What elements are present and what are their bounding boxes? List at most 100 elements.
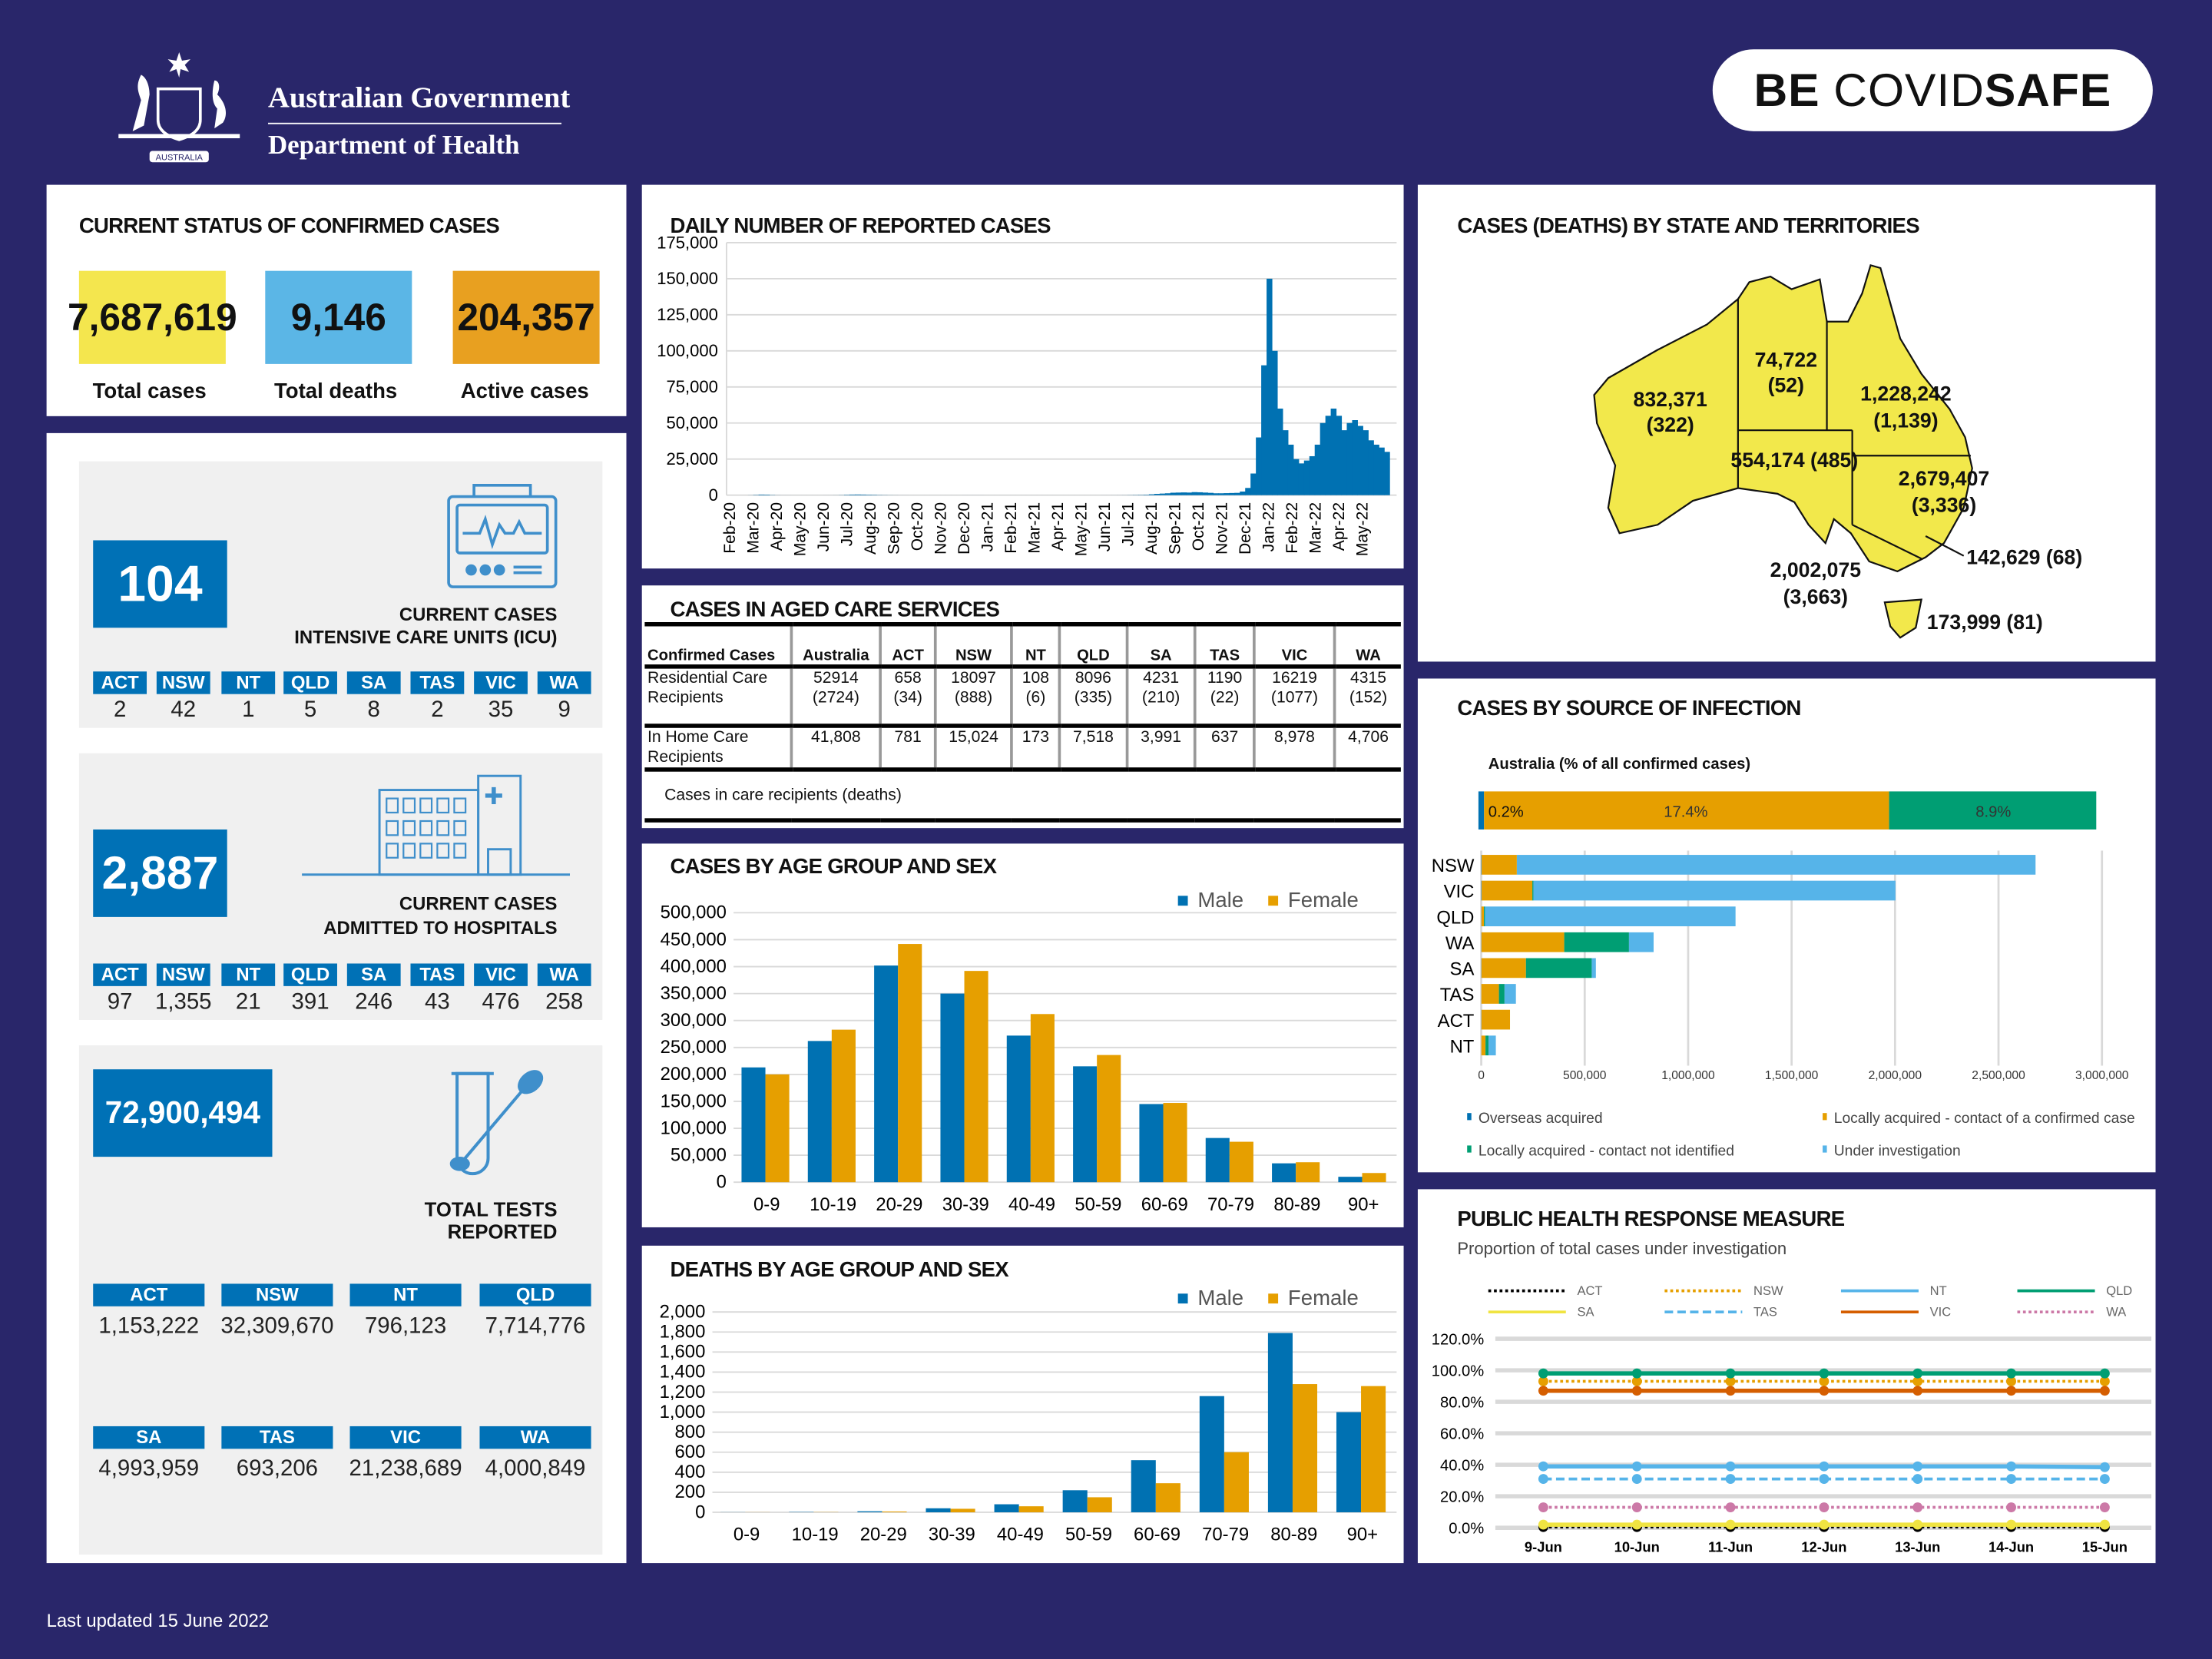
y-tick-label: 600 bbox=[675, 1442, 706, 1462]
y-tick-label: VIC bbox=[1444, 882, 1475, 902]
bar-female bbox=[1155, 1483, 1181, 1512]
bar bbox=[1357, 426, 1363, 495]
capacity-panel: 104 CURRENT CASES INTENSIVE CARE UNITS (… bbox=[46, 432, 627, 1564]
table-cell: 41,808 bbox=[790, 726, 881, 772]
bar bbox=[1245, 488, 1251, 495]
state-tag-vic: VIC bbox=[349, 1426, 462, 1449]
state-value-sa: 8 bbox=[367, 698, 380, 723]
bar bbox=[1154, 494, 1161, 495]
x-tick-label: Dec-21 bbox=[1237, 502, 1254, 555]
legend-swatch bbox=[1177, 896, 1188, 906]
state-value-vic: 21,238,689 bbox=[349, 1457, 462, 1482]
x-tick-label: Jun-20 bbox=[815, 502, 833, 552]
bar bbox=[1234, 492, 1240, 495]
state-tag-act: ACT bbox=[93, 1283, 205, 1306]
logo-divider bbox=[267, 122, 562, 124]
x-tick-label: Sep-21 bbox=[1166, 502, 1184, 555]
data-point bbox=[2006, 1461, 2017, 1472]
age-deaths-chart: 02004006008001,0001,2001,4001,6001,8002,… bbox=[660, 1286, 1397, 1545]
map-label-vic-cases: 2,002,075 bbox=[1770, 558, 1862, 581]
panel-title: CURRENT STATUS OF CONFIRMED CASES bbox=[78, 214, 500, 239]
australia-label: 8.9% bbox=[1975, 803, 2011, 820]
state-value-nt: 1 bbox=[242, 698, 255, 723]
x-tick-label: Mar-21 bbox=[1025, 502, 1043, 554]
x-tick-label: May-21 bbox=[1072, 502, 1090, 556]
bar bbox=[1287, 444, 1294, 495]
table-cell: 16219 (1077) bbox=[1253, 666, 1335, 728]
y-tick-label: 1,000 bbox=[660, 1402, 706, 1422]
map-label-qld-deaths: (1,139) bbox=[1873, 409, 1938, 432]
state-value-wa: 4,000,849 bbox=[485, 1457, 586, 1482]
icu-label-line2: INTENSIVE CARE UNITS (ICU) bbox=[294, 626, 558, 648]
y-tick-label: 0 bbox=[717, 1172, 727, 1193]
state-tag-act: ACT bbox=[93, 671, 147, 694]
hospital-label-line1: CURRENT CASES bbox=[399, 892, 558, 915]
bar bbox=[1207, 492, 1214, 495]
data-point bbox=[1538, 1474, 1548, 1485]
bar-female bbox=[1292, 1384, 1318, 1512]
x-tick-label: 2,000,000 bbox=[1869, 1069, 1922, 1082]
state-tag-sa: SA bbox=[346, 671, 401, 694]
table-cell: 4315 (152) bbox=[1333, 666, 1401, 728]
data-point bbox=[2099, 1474, 2110, 1485]
government-logo: AUSTRALIA Australian Government Departme… bbox=[101, 49, 570, 171]
state-value-nsw: 42 bbox=[171, 698, 197, 723]
bar-segment bbox=[1488, 1035, 1496, 1056]
data-point bbox=[1725, 1376, 1736, 1386]
legend-label: WA bbox=[2106, 1305, 2126, 1320]
x-tick-label: 30-39 bbox=[942, 1194, 989, 1215]
bar-segment bbox=[1481, 984, 1499, 1004]
bar bbox=[1170, 492, 1177, 495]
bar bbox=[1336, 416, 1343, 495]
icu-value: 104 bbox=[93, 540, 227, 628]
bar-female bbox=[1030, 1014, 1055, 1183]
bar-male bbox=[807, 1041, 832, 1183]
data-point bbox=[2006, 1519, 2017, 1530]
state-value-tas: 2 bbox=[431, 698, 444, 723]
total-cases-label: Total cases bbox=[92, 379, 207, 404]
bar bbox=[1293, 459, 1300, 495]
bar bbox=[1320, 422, 1326, 495]
bar-segment bbox=[1504, 984, 1516, 1004]
data-point bbox=[2006, 1502, 2017, 1512]
border-qld-nsw bbox=[1851, 430, 1971, 457]
y-tick-label: 75,000 bbox=[667, 377, 718, 396]
bar-female bbox=[1362, 1173, 1386, 1183]
bar bbox=[1229, 492, 1235, 495]
bar-segment bbox=[1564, 932, 1629, 952]
map-label-nt-deaths: (52) bbox=[1768, 374, 1804, 397]
state-value-sa: 246 bbox=[355, 990, 393, 1015]
bar bbox=[1384, 452, 1390, 495]
table-cell: 4,706 bbox=[1333, 726, 1401, 772]
map-label-nsw-deaths: (3,336) bbox=[1912, 494, 1976, 517]
legend-label: QLD bbox=[2106, 1283, 2132, 1298]
bar-segment bbox=[1481, 1035, 1486, 1056]
bar-segment bbox=[1498, 984, 1505, 1004]
x-tick-label: Nov-21 bbox=[1214, 502, 1231, 555]
bar-male bbox=[1006, 1035, 1031, 1183]
legend-label: Under investigation bbox=[1834, 1143, 1961, 1159]
column-header: VIC bbox=[1253, 622, 1335, 669]
data-point bbox=[1819, 1376, 1830, 1386]
bar-segment bbox=[1484, 906, 1485, 927]
state-value-nsw: 32,309,670 bbox=[220, 1314, 334, 1339]
y-tick-label: 1,400 bbox=[660, 1362, 706, 1382]
data-point bbox=[1819, 1368, 1830, 1379]
data-point bbox=[1912, 1502, 1923, 1512]
state-tag-tas: TAS bbox=[410, 963, 465, 986]
table-cell: 1190 (22) bbox=[1193, 666, 1255, 728]
y-tick-label: 80.0% bbox=[1440, 1394, 1484, 1411]
bar-female bbox=[898, 944, 922, 1183]
state-tag-sa: SA bbox=[346, 963, 401, 986]
bar-female bbox=[950, 1508, 975, 1512]
x-tick-label: 0-9 bbox=[753, 1194, 780, 1215]
bar-female bbox=[1018, 1506, 1044, 1512]
column-header: ACT bbox=[879, 622, 935, 669]
y-tick-label: 100,000 bbox=[657, 341, 718, 360]
data-point bbox=[2099, 1502, 2110, 1512]
x-tick-label: 10-19 bbox=[792, 1525, 839, 1545]
bar-female bbox=[1097, 1055, 1121, 1183]
data-point bbox=[1631, 1502, 1642, 1512]
x-tick-label: 500,000 bbox=[1563, 1069, 1607, 1082]
state-tag-nt: NT bbox=[221, 671, 276, 694]
